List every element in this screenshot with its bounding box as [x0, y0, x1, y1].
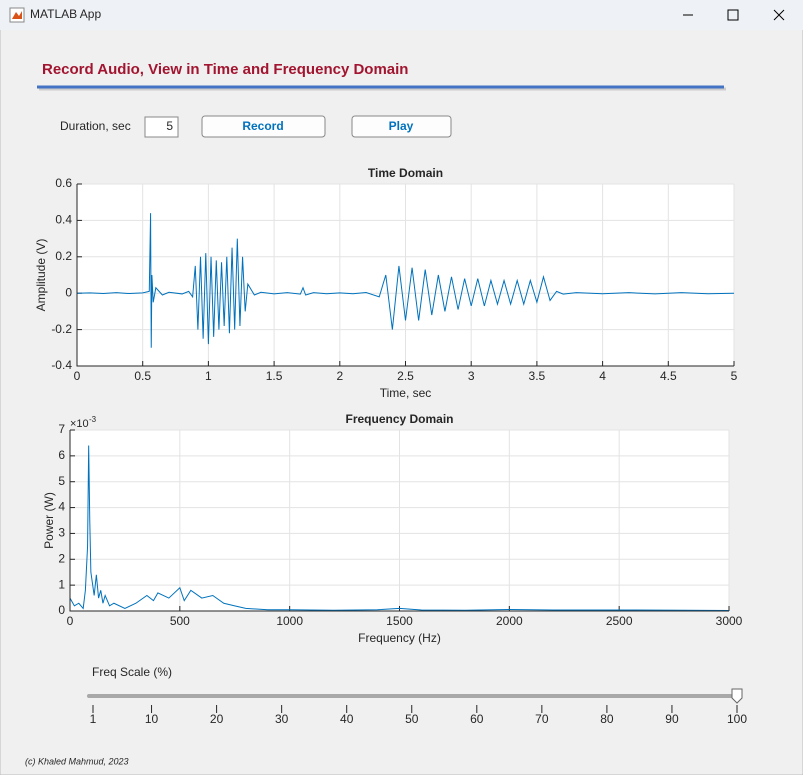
- slider-label: Freq Scale (%): [92, 665, 172, 679]
- y-axis-label: Power (W): [42, 492, 56, 549]
- y-tick-label: 0: [58, 603, 65, 617]
- x-axis-label: Frequency (Hz): [358, 631, 441, 645]
- x-tick-label: 500: [170, 614, 190, 628]
- slider-tick-label: 100: [727, 712, 747, 726]
- y-multiplier: ×10: [70, 418, 89, 430]
- slider-tick-label: 90: [665, 712, 679, 726]
- slider-tick-label: 10: [145, 712, 159, 726]
- y-tick-label: 0.6: [55, 176, 72, 190]
- chart-title: Time Domain: [368, 166, 443, 180]
- y-tick-label: 4: [58, 500, 65, 514]
- x-tick-label: 2500: [606, 614, 633, 628]
- axes-frame: [76, 184, 734, 367]
- x-tick-label: 1000: [276, 614, 303, 628]
- x-tick-label: 0: [67, 614, 74, 628]
- duration-label: Duration, sec: [60, 119, 131, 133]
- window-title: MATLAB App: [30, 7, 101, 21]
- slider-tick-label: 40: [340, 712, 354, 726]
- maximize-button[interactable]: [727, 9, 739, 21]
- y-tick-label: 7: [58, 422, 65, 436]
- data-line: [69, 445, 730, 611]
- footer: (c) Khaled Mahmud, 2023: [25, 756, 129, 766]
- slider-track: [87, 694, 737, 698]
- y-tick-label: -0.2: [51, 322, 72, 336]
- title-bar: [0, 0, 803, 30]
- y-tick-label: 3: [58, 526, 65, 540]
- slider-thumb[interactable]: [731, 688, 743, 704]
- data-line: [76, 213, 735, 348]
- slider-tick-label: 30: [275, 712, 289, 726]
- duration-value: 5: [166, 119, 173, 133]
- axes-frame: [69, 430, 729, 612]
- close-button[interactable]: [773, 9, 785, 21]
- y-tick-label: 6: [58, 448, 65, 462]
- record-label: Record: [242, 119, 283, 133]
- y-tick-label: 0.2: [55, 249, 72, 263]
- slider-tick-label: 60: [470, 712, 484, 726]
- chart-title: Frequency Domain: [345, 412, 453, 426]
- y-tick-label: 1: [58, 577, 65, 591]
- slider-tick-label: 70: [535, 712, 549, 726]
- header-title: Record Audio, View in Time and Frequency…: [42, 61, 408, 78]
- x-tick-label: 1.5: [266, 369, 283, 383]
- x-tick-label: 5: [731, 369, 738, 383]
- slider-tick-label: 20: [210, 712, 224, 726]
- slider-tick-label: 50: [405, 712, 419, 726]
- duration-input[interactable]: 5: [144, 116, 179, 138]
- x-axis-label: Time, sec: [380, 386, 432, 400]
- record-button[interactable]: Record: [201, 115, 326, 138]
- x-tick-label: 0.5: [134, 369, 151, 383]
- y-tick-label: 0: [65, 285, 72, 299]
- x-tick-label: 1: [205, 369, 212, 383]
- y-multiplier-exponent: -3: [89, 415, 97, 424]
- y-tick-label: 2: [58, 551, 65, 565]
- x-tick-label: 4.5: [660, 369, 677, 383]
- x-tick-label: 0: [74, 369, 81, 383]
- app-icon: [9, 7, 25, 23]
- slider-tick-label: 1: [90, 712, 97, 726]
- x-tick-label: 3.5: [529, 369, 546, 383]
- x-tick-label: 1500: [386, 614, 413, 628]
- x-tick-label: 2000: [496, 614, 523, 628]
- x-tick-label: 2: [336, 369, 343, 383]
- y-tick-label: -0.4: [51, 358, 72, 372]
- play-label: Play: [389, 119, 414, 133]
- y-tick-label: 0.4: [55, 213, 72, 227]
- x-tick-label: 3: [468, 369, 475, 383]
- play-button[interactable]: Play: [351, 115, 452, 138]
- x-tick-label: 2.5: [397, 369, 414, 383]
- y-tick-label: 5: [58, 474, 65, 488]
- y-axis-label: Amplitude (V): [34, 239, 48, 312]
- x-tick-label: 3000: [716, 614, 743, 628]
- slider-tick-label: 80: [600, 712, 614, 726]
- x-tick-label: 4: [599, 369, 606, 383]
